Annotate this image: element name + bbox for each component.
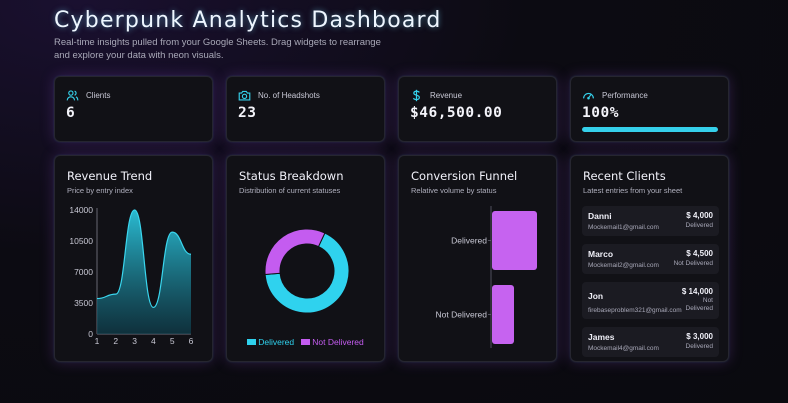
y-tick-label: 7000 — [74, 267, 93, 277]
revenue-line — [96, 209, 192, 309]
funnel-category-label: Delivered — [451, 236, 487, 246]
recent-clients-card[interactable]: Recent Clients Latest entries from your … — [570, 155, 729, 362]
performance-stat-card[interactable]: Performance 100% — [570, 76, 729, 142]
clients-value: 6 — [66, 105, 76, 121]
legend-label-not-delivered: Not Delivered — [312, 337, 364, 347]
status-breakdown-subtitle: Distribution of current statuses — [239, 186, 341, 195]
client-amount: $ 4,500 — [686, 249, 713, 258]
client-email: Mockemail2@gmail.com — [588, 262, 659, 269]
client-email: Mockemail4@gmail.com — [588, 345, 659, 352]
client-amount: $ 4,000 — [686, 211, 713, 220]
client-email: Mockemail1@gmail.com — [588, 224, 659, 231]
y-tick-label: 0 — [88, 329, 93, 339]
client-row[interactable]: Jon firebaseproblem321@gmail.com $ 14,00… — [582, 282, 719, 319]
legend-swatch-not-delivered — [301, 339, 311, 345]
client-status: Not Delivered — [673, 260, 713, 267]
status-breakdown-card[interactable]: Status Breakdown Distribution of current… — [226, 155, 385, 362]
revenue-trend-card[interactable]: Revenue Trend Price by entry index 14000… — [54, 155, 213, 362]
dollar-icon — [412, 89, 420, 102]
y-tick-label: 10500 — [69, 236, 93, 246]
conversion-funnel-chart: Delivered Not Delivered — [436, 206, 537, 348]
clients-label: Clients — [86, 91, 111, 100]
gauge-icon — [583, 92, 594, 100]
x-tick-label: 1 — [95, 336, 100, 346]
performance-progress-bar — [582, 127, 718, 132]
headshots-stat-card[interactable]: No. of Headshots 23 — [226, 76, 385, 142]
legend-label-delivered: Delivered — [258, 337, 295, 347]
camera-icon — [238, 90, 251, 101]
revenue-stat-card[interactable]: Revenue $46,500.00 — [398, 76, 557, 142]
x-tick-label: 6 — [189, 336, 194, 346]
y-tick-label: 14000 — [69, 205, 93, 215]
client-status: Delivered — [685, 222, 713, 229]
client-name: James — [588, 332, 615, 342]
status-legend: Delivered Not Delivered — [227, 337, 384, 347]
legend-item-not-delivered[interactable]: Not Delivered — [301, 337, 364, 347]
status-breakdown-title: Status Breakdown — [239, 169, 344, 183]
x-tick-label: 5 — [170, 336, 175, 346]
y-tick-label: 3500 — [74, 298, 93, 308]
funnel-bar-not-delivered[interactable] — [492, 285, 514, 344]
donut-slice-delivered[interactable] — [264, 232, 350, 314]
page-title: Cyberpunk Analytics Dashboard — [54, 8, 442, 33]
status-donut-chart — [264, 228, 350, 314]
client-row[interactable]: Danni Mockemail1@gmail.com $ 4,000 Deliv… — [582, 206, 719, 236]
users-icon — [66, 90, 79, 101]
x-tick-label: 4 — [151, 336, 156, 346]
funnel-category-label: Not Delivered — [436, 310, 488, 320]
client-name: Danni — [588, 211, 612, 221]
revenue-label: Revenue — [430, 91, 463, 100]
performance-label: Performance — [602, 91, 648, 100]
client-status: Not Delivered — [685, 297, 713, 312]
client-row[interactable]: Marco Mockemail2@gmail.com $ 4,500 Not D… — [582, 244, 719, 274]
headshots-value: 23 — [238, 105, 257, 121]
x-tick-label: 3 — [132, 336, 137, 346]
revenue-trend-subtitle: Price by entry index — [67, 186, 133, 195]
legend-item-delivered[interactable]: Delivered — [247, 337, 296, 347]
legend-swatch-delivered — [247, 339, 257, 345]
client-name: Jon — [588, 291, 604, 301]
revenue-trend-chart: 14000 10500 7000 3500 01 2 3 4 5 6 — [69, 205, 194, 346]
client-email: firebaseproblem321@gmail.com — [588, 307, 682, 314]
recent-clients-title: Recent Clients — [583, 169, 666, 183]
recent-clients-subtitle: Latest entries from your sheet — [583, 186, 683, 195]
conversion-funnel-title: Conversion Funnel — [411, 169, 518, 183]
x-tick-label: 2 — [113, 336, 118, 346]
conversion-funnel-card[interactable]: Conversion Funnel Relative volume by sta… — [398, 155, 557, 362]
donut-slice-not-delivered[interactable] — [264, 228, 326, 276]
revenue-trend-title: Revenue Trend — [67, 169, 153, 183]
client-row[interactable]: James Mockemail4@gmail.com $ 3,000 Deliv… — [582, 327, 719, 357]
client-status: Delivered — [685, 343, 713, 350]
conversion-funnel-subtitle: Relative volume by status — [411, 186, 497, 195]
client-amount: $ 3,000 — [686, 332, 713, 341]
headshots-label: No. of Headshots — [258, 91, 320, 100]
client-name: Marco — [588, 249, 614, 259]
revenue-value: $46,500.00 — [410, 105, 503, 121]
page-subtitle: Real-time insights pulled from your Goog… — [54, 37, 381, 61]
funnel-bar-delivered[interactable] — [492, 211, 537, 270]
revenue-area — [97, 210, 191, 334]
performance-value: 100% — [582, 105, 619, 121]
client-amount: $ 14,000 — [681, 287, 713, 296]
clients-stat-card[interactable]: Clients 6 — [54, 76, 213, 142]
performance-progress-fill — [582, 127, 718, 132]
